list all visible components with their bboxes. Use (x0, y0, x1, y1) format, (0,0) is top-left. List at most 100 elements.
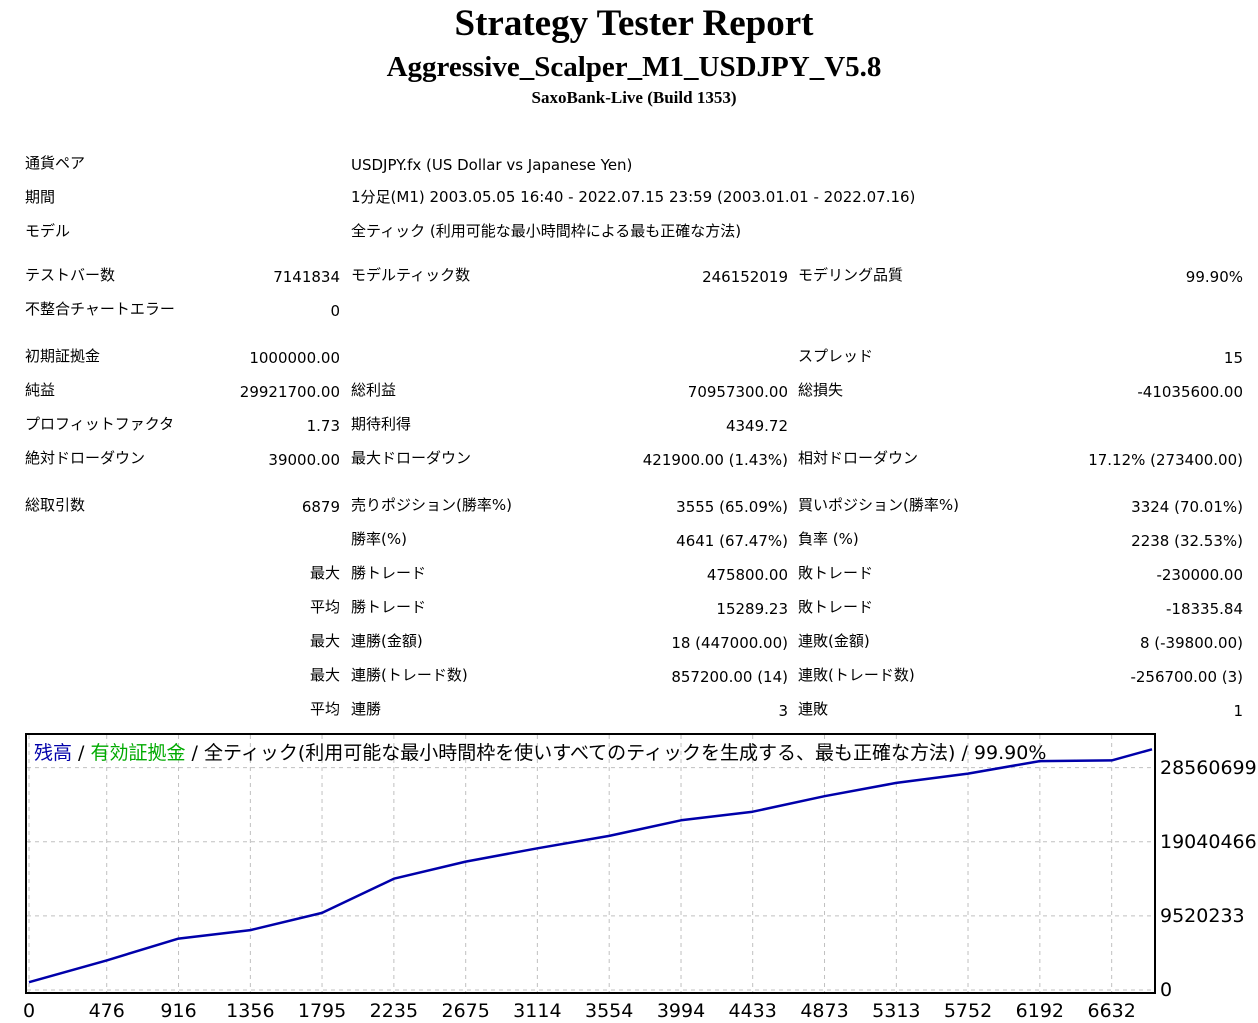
long-positions-value: 3324 (70.01%) (1131, 498, 1243, 516)
x-tick-label: 5752 (943, 1000, 993, 1022)
max-consecutive-prefix: 最大 (309, 632, 340, 650)
x-tick-label: 3994 (656, 1000, 706, 1022)
legend-balance: 残高 (34, 742, 73, 764)
test-bars-label: テストバー数 (25, 266, 116, 284)
server-name: SaxoBank-Live (Build 1353) (531, 88, 737, 107)
short-positions-value: 3555 (65.09%) (676, 498, 788, 516)
x-tick-label: 6632 (1087, 1000, 1136, 1022)
period-value: 1分足(M1) 2003.05.05 16:40 - 2022.07.15 23… (351, 188, 916, 206)
largest-prefix: 最大 (309, 564, 340, 582)
y-tick-label: 0 (1160, 979, 1173, 1001)
x-tick-label: 4873 (800, 1000, 849, 1022)
x-tick-label: 6192 (1015, 1000, 1065, 1022)
largest-loss-value: -230000.00 (1156, 566, 1243, 584)
y-tick-label: 9520233 (1160, 904, 1245, 927)
max-consecutive-loss-value: -256700.00 (3) (1130, 668, 1243, 686)
long-positions-label: 買いポジション(勝率%) (798, 496, 959, 514)
chart-caption: 残高 / 有効証拠金 / 全ティック(利用可能な最小時間枠を使いすべてのティック… (34, 740, 1046, 766)
x-tick-label: 3554 (585, 1000, 634, 1022)
pair-value: USDJPY.fx (US Dollar vs Japanese Yen) (351, 156, 633, 174)
absolute-drawdown-label: 絶対ドローダウン (25, 449, 146, 467)
net-profit-label: 純益 (25, 381, 56, 399)
short-positions-label: 売りポジション(勝率%) (351, 496, 512, 514)
x-tick-label: 4433 (728, 1000, 777, 1022)
net-profit-value: 29921700.00 (239, 383, 340, 401)
model-value: 全ティック (利用可能な最小時間枠による最も正確な方法) (351, 222, 742, 240)
relative-drawdown-label: 相対ドローダウン (798, 449, 919, 467)
absolute-drawdown-value: 39000.00 (268, 451, 340, 469)
loss-rate-value: 2238 (32.53%) (1131, 532, 1243, 550)
max-consecutive-profit-value: 857200.00 (14) (671, 668, 788, 686)
legend-separator: / (72, 742, 91, 764)
mismatch-value: 0 (330, 302, 340, 320)
report-title: Strategy Tester Report (454, 3, 814, 44)
deposit-label: 初期証拠金 (25, 347, 101, 365)
x-tick-label: 1356 (226, 1000, 275, 1022)
y-tick-label: 19040466 (1160, 830, 1257, 853)
x-tick-label: 5313 (872, 1000, 921, 1022)
model-label: モデル (25, 222, 71, 240)
average-loss-label: 敗トレード (798, 598, 874, 616)
max-consecutive-losses-label: 連敗(金額) (798, 632, 870, 650)
gross-profit-value: 70957300.00 (687, 383, 788, 401)
maximal-drawdown-label: 最大ドローダウン (351, 449, 472, 467)
deposit-value: 1000000.00 (249, 349, 340, 367)
largest-win-value: 475800.00 (706, 566, 788, 584)
win-rate-label: 勝率(%) (351, 530, 407, 548)
gross-profit-label: 総利益 (351, 381, 397, 399)
max-consecutive-losses-value: 8 (-39800.00) (1139, 634, 1243, 652)
expert-name: Aggressive_Scalper_M1_USDJPY_V5.8 (386, 51, 882, 83)
gross-loss-value: -41035600.00 (1137, 383, 1243, 401)
max-consecutive-profit-label: 連勝(トレード数) (351, 666, 468, 684)
gross-loss-label: 総損失 (798, 381, 844, 399)
average-win-value: 15289.23 (716, 600, 788, 618)
average-prefix: 平均 (309, 598, 340, 616)
average-consecutive-losses-label: 連敗 (798, 700, 829, 718)
average-consecutive-losses-value: 1 (1233, 702, 1243, 720)
legend-equity: 有効証拠金 (90, 742, 186, 764)
pair-label: 通貨ペア (25, 154, 86, 172)
relative-drawdown-value: 17.12% (273400.00) (1088, 451, 1243, 469)
balance-series-line (28, 748, 1153, 984)
max-consecutive-wins-value: 18 (447000.00) (671, 634, 788, 652)
average-loss-value: -18335.84 (1166, 600, 1243, 618)
average-consecutive-prefix: 平均 (309, 700, 340, 718)
x-tick-label: 2675 (441, 1000, 490, 1022)
y-tick-label: 28560699 (1160, 756, 1257, 779)
x-tick-label: 916 (160, 1000, 197, 1022)
model-ticks-label: モデルティック数 (351, 266, 471, 284)
model-quality-value: 99.90% (1185, 268, 1243, 286)
total-trades-label: 総取引数 (25, 496, 86, 514)
maximal-drawdown-value: 421900.00 (1.43%) (642, 451, 788, 469)
balance-chart (25, 733, 1156, 994)
x-tick-label: 0 (22, 1000, 36, 1022)
chart-plot (27, 735, 1154, 992)
profit-factor-value: 1.73 (306, 417, 340, 435)
profit-factor-label: プロフィットファクタ (25, 415, 175, 433)
total-trades-value: 6879 (301, 498, 340, 516)
x-tick-label: 3114 (513, 1000, 562, 1022)
largest-loss-label: 敗トレード (798, 564, 874, 582)
max-consecutive-count-prefix: 最大 (309, 666, 340, 684)
mismatch-label: 不整合チャートエラー (25, 300, 175, 318)
average-win-label: 勝トレード (351, 598, 427, 616)
legend-description: / 全ティック(利用可能な最小時間枠を使いすべてのティックを生成する、最も正確な… (185, 742, 1047, 764)
x-tick-label: 1795 (297, 1000, 347, 1022)
expected-payoff-value: 4349.72 (725, 417, 788, 435)
model-ticks-value: 246152019 (702, 268, 788, 286)
win-rate-value: 4641 (67.47%) (676, 532, 788, 550)
x-tick-label: 476 (88, 1000, 125, 1022)
max-consecutive-wins-label: 連勝(金額) (351, 632, 423, 650)
test-bars-value: 7141834 (273, 268, 340, 286)
spread-value: 15 (1223, 349, 1243, 367)
average-consecutive-wins-label: 連勝 (351, 700, 382, 718)
average-consecutive-wins-value: 3 (778, 702, 788, 720)
largest-win-label: 勝トレード (351, 564, 427, 582)
max-consecutive-loss-label: 連敗(トレード数) (798, 666, 915, 684)
model-quality-label: モデリング品質 (798, 266, 904, 284)
loss-rate-label: 負率 (%) (798, 530, 859, 548)
period-label: 期間 (25, 188, 56, 206)
spread-label: スプレッド (798, 347, 874, 365)
expected-payoff-label: 期待利得 (351, 415, 412, 433)
x-tick-label: 2235 (369, 1000, 419, 1022)
